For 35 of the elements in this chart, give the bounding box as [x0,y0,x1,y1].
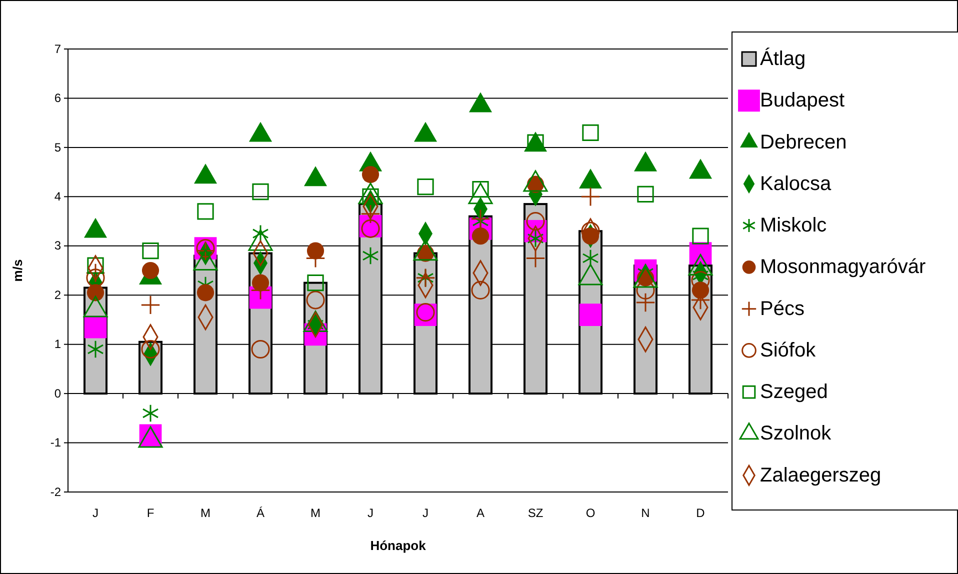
x-tick-label: O [586,506,596,520]
legend-label: Szeged [760,381,828,404]
legend-label: Debrecen [760,131,847,154]
x-tick-label: F [146,506,154,520]
y-tick-label: 5 [54,140,62,154]
legend-label: Zalaegerszeg [760,464,882,486]
x-tick-label: J [422,506,428,520]
y-tick-label: 7 [54,42,62,56]
legend-label: Mosonmagyaróvár [760,256,926,278]
x-tick-label: A [476,506,485,520]
y-axis-title: m/s [10,259,25,282]
x-tick-label: N [641,506,650,520]
y-tick-label: -2 [50,484,62,499]
legend-label: Kalocsa [760,172,832,195]
legend-label: Miskolc [760,214,827,237]
legend-label: Budapest [760,90,845,112]
y-tick-label: 4 [54,190,62,204]
legend-label: Pécs [760,298,804,320]
x-tick-label: J [92,506,98,520]
legend-label: Siófok [760,339,817,362]
x-tick-label: Á [256,506,265,520]
x-tick-label: M [310,506,320,520]
y-tick-label: 0 [54,386,62,400]
y-tick-label: 6 [54,91,62,106]
y-tick-label: -1 [50,436,62,450]
x-tick-label: M [200,506,210,520]
y-tick-label: 1 [54,337,62,352]
y-tick-label: 2 [54,288,62,302]
x-axis-title: Hónapok [370,538,427,553]
legend-label: Szolnok [760,422,832,445]
x-tick-label: D [696,506,706,520]
x-tick-label: J [368,506,374,520]
x-tick-label: SZ [528,506,544,520]
y-tick-label: 3 [54,238,62,253]
legend-label: Átlag [760,47,806,70]
